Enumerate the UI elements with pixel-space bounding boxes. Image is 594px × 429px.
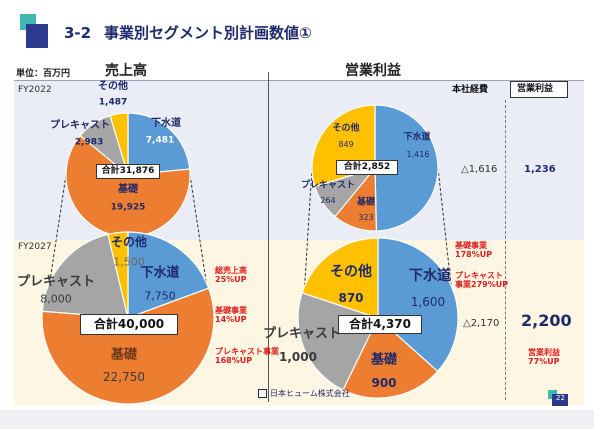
sales22-foundation-label: 基礎 xyxy=(118,184,138,195)
connector-line-1-1 xyxy=(437,167,453,291)
profit27-other-label: その他 xyxy=(330,264,372,280)
connector-line-1-0 xyxy=(303,167,313,291)
sales_fy2027-slice-2 xyxy=(41,233,129,319)
sales_fy2022-slice-3 xyxy=(109,112,129,176)
sales27-total: 合計40,000 xyxy=(80,314,178,335)
profit_fy2027-slice-3 xyxy=(301,237,379,319)
column-divider xyxy=(268,72,269,402)
sales22-precast-value: 2,983 xyxy=(74,137,104,148)
sales22-precast-label: プレキャスト xyxy=(50,120,110,131)
company-logo-icon xyxy=(258,389,267,398)
profit22-foundation-label: 基礎 xyxy=(356,197,376,208)
header-rule xyxy=(14,80,584,81)
profit27-total: 合計4,370 xyxy=(338,315,422,334)
sales_fy2027-slice-0 xyxy=(127,231,210,319)
sales27-other-value: 1,500 xyxy=(113,255,145,269)
footer-bar xyxy=(0,410,594,429)
hq-expense-header: 本社経費 xyxy=(452,85,489,95)
profit27-other-value: 870 xyxy=(338,291,364,305)
profit27-precast-value: 1,000 xyxy=(279,350,317,364)
sales27-sewer-value: 7,750 xyxy=(144,289,176,303)
sales27-foundation-label: 基礎 xyxy=(110,347,138,363)
profit27-precast-label: プレキャスト xyxy=(262,326,342,342)
op-profit-header: 営業利益 xyxy=(517,84,554,94)
profit_fy2022-slice-0 xyxy=(374,104,439,232)
sales27-precast-label: プレキャスト xyxy=(16,274,96,290)
page-number: 22 xyxy=(556,394,565,402)
annotation-total-sales: 総売上高 25%UP xyxy=(215,266,247,285)
sales27-precast-value: 8,000 xyxy=(40,292,72,306)
sales27-foundation-value: 22,750 xyxy=(103,370,145,384)
sales22-foundation-value: 19,925 xyxy=(110,202,146,213)
profit22-foundation-value: 323 xyxy=(358,213,374,222)
sales22-sewer-value: 7,481 xyxy=(145,135,175,146)
sales_fy2027-slice-3 xyxy=(107,231,129,319)
profit22-precast-label: プレキャスト xyxy=(300,180,356,191)
profit22-total: 合計2,852 xyxy=(336,160,398,175)
sales-column-title: 売上高 xyxy=(105,63,147,79)
annotation-op-profit: 営業利益 77%UP xyxy=(528,348,560,367)
annotation-foundation-sales: 基礎事業 14%UP xyxy=(215,306,247,325)
op-profit-divider xyxy=(505,100,506,400)
logo-mark xyxy=(20,14,50,48)
connector-line-0-0 xyxy=(48,174,67,288)
section-number: 3-2 xyxy=(64,24,92,42)
profit_fy2027-slice-0 xyxy=(377,237,459,373)
sales22-sewer-label: 下水道 xyxy=(151,118,181,129)
profit22-other-label: その他 xyxy=(332,123,360,134)
profit27-foundation-label: 基礎 xyxy=(370,352,398,368)
profit_fy2027-slice-1 xyxy=(342,317,439,399)
profit22-sewer-label: 下水道 xyxy=(403,132,431,143)
company-name: 日本ヒューム株式会社 xyxy=(270,389,350,398)
sales22-other-value: 1,487 xyxy=(98,97,128,108)
annotation-precast-profit: プレキャスト 事業279%UP xyxy=(455,271,509,290)
sales22-total: 合計31,876 xyxy=(96,164,160,179)
fy2027-op-profit: 2,200 xyxy=(521,311,572,330)
fy2022-hq-expense: △1,616 xyxy=(461,164,498,175)
profit22-sewer-value: 1,416 xyxy=(406,150,430,159)
annotation-foundation-profit: 基礎事業 178%UP xyxy=(455,241,493,260)
row-label-fy2022: FY2022 xyxy=(18,85,52,95)
sales27-sewer-label: 下水道 xyxy=(140,265,180,281)
sales_fy2022-slice-0 xyxy=(127,112,191,176)
op-profit-header-box xyxy=(510,81,568,98)
page-number-mark xyxy=(548,390,568,406)
profit22-other-value: 849 xyxy=(338,140,354,149)
fy2027-hq-expense: △2,170 xyxy=(463,318,500,329)
fy2022-op-profit: 1,236 xyxy=(524,164,556,175)
connector-line-0-1 xyxy=(189,174,208,288)
row-label-fy2027: FY2027 xyxy=(18,242,52,252)
annotation-precast-sales: プレキャスト事業 168%UP xyxy=(215,347,279,366)
profit27-sewer-value: 1,600 xyxy=(410,295,446,309)
unit-label: 単位：百万円 xyxy=(16,69,71,79)
sales27-other-label: その他 xyxy=(110,235,148,249)
page-title: 事業別セグメント別計画数値① xyxy=(104,24,312,42)
profit27-sewer-label: 下水道 xyxy=(409,268,451,284)
profit27-foundation-value: 900 xyxy=(371,376,397,390)
profit22-precast-value: 264 xyxy=(320,196,336,205)
sales22-other-label: その他 xyxy=(98,81,128,92)
profit-column-title: 営業利益 xyxy=(345,63,401,79)
